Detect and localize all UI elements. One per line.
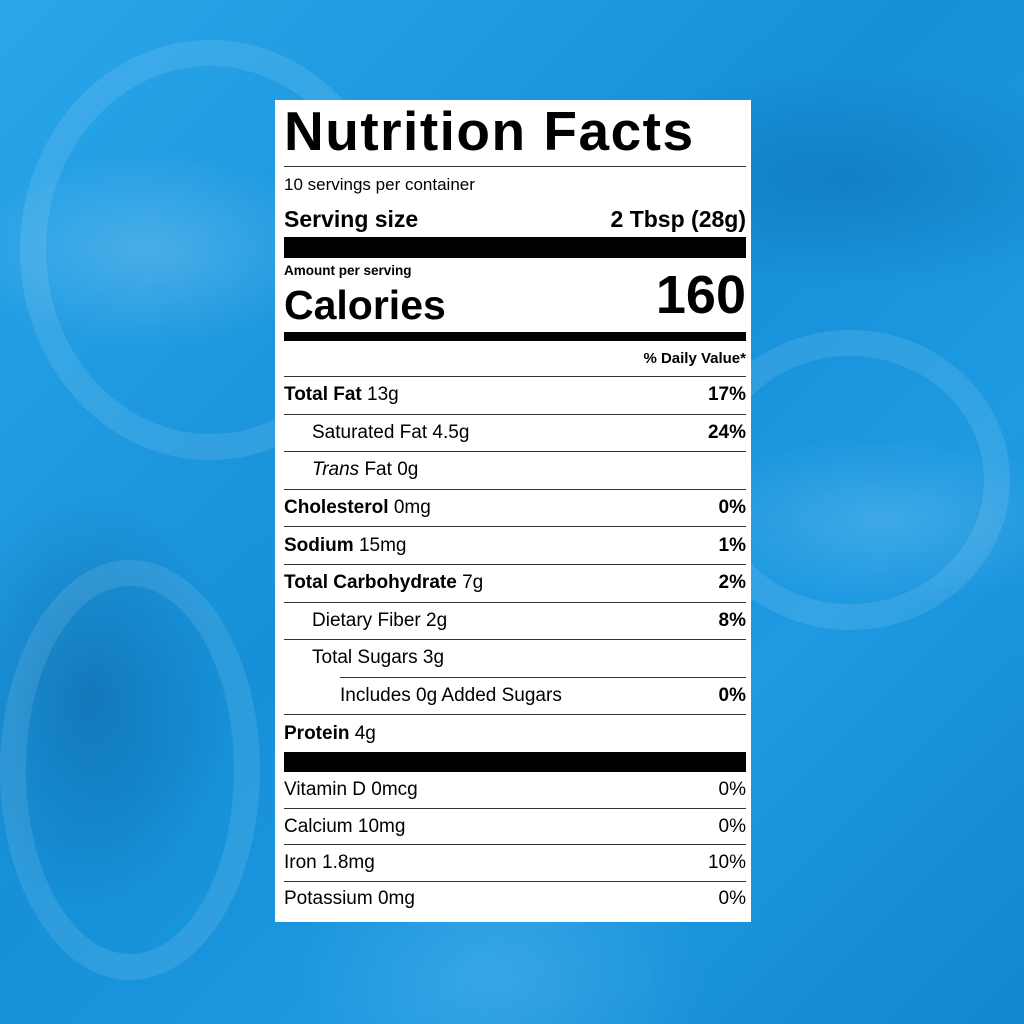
nutrient-amount: 7g xyxy=(462,572,484,594)
nutrient-row-total-fat: Total Fat 13g 17% xyxy=(284,376,746,414)
nutrient-row-cholesterol: Cholesterol 0mg 0% xyxy=(284,488,746,527)
daily-value-header: % Daily Value* xyxy=(643,350,746,367)
calories-row: Calories 160 xyxy=(284,265,746,332)
nutrient-amount: 15mg xyxy=(358,534,407,556)
nutrient-row-dietary-fiber: Dietary Fiber 2g 8% xyxy=(284,601,746,640)
nutrient-dv: 0% xyxy=(718,685,746,707)
vitamin-text: Vitamin D 0mcg xyxy=(284,779,418,801)
vitamin-text: Potassium 0mg xyxy=(284,888,415,910)
nutrient-dv: 17% xyxy=(707,384,746,406)
serving-size-row: Serving size 2 Tbsp (28g) xyxy=(284,201,746,237)
nutrient-name-suffix: Fat xyxy=(364,459,392,481)
nutrient-name: Trans xyxy=(312,459,360,481)
calories-value: 160 xyxy=(655,265,746,325)
nutrient-name: Saturated Fat xyxy=(312,421,428,443)
label-title: Nutrition Facts xyxy=(284,100,695,162)
nutrient-name: Sodium xyxy=(284,534,354,556)
nutrient-row-trans-fat: Trans Fat 0g xyxy=(284,451,746,489)
nutrient-dv: 0% xyxy=(718,497,746,519)
nutrient-amount: 13g xyxy=(367,384,399,406)
vitamin-row-potassium: Potassium 0mg 0% xyxy=(284,880,746,917)
nutrient-row-saturated-fat: Saturated Fat 4.5g 24% xyxy=(284,413,746,452)
nutrient-name: Includes 0g Added Sugars xyxy=(340,685,562,707)
nutrient-name: Protein xyxy=(284,722,350,744)
vitamin-dv: 0% xyxy=(718,888,746,910)
nutrient-row-sodium: Sodium 15mg 1% xyxy=(284,526,746,564)
nutrient-amount: 3g xyxy=(422,647,445,669)
nutrient-amount: 2g xyxy=(426,609,448,631)
nutrient-name: Total Sugars xyxy=(312,647,418,669)
thick-divider xyxy=(284,751,746,772)
thick-divider xyxy=(284,237,746,258)
serving-size-value: 2 Tbsp (28g) xyxy=(610,205,746,232)
nutrient-row-added-sugars: Includes 0g Added Sugars 0% xyxy=(340,676,746,715)
nutrient-dv: 2% xyxy=(718,572,746,594)
nutrient-amount: 4.5g xyxy=(432,421,470,443)
nutrient-row-total-carbohydrate: Total Carbohydrate 7g 2% xyxy=(284,563,746,602)
amount-per-serving: Amount per serving xyxy=(284,263,412,278)
nutrient-name: Cholesterol xyxy=(284,497,389,519)
divider xyxy=(284,166,746,167)
nutrient-name: Dietary Fiber xyxy=(312,609,421,631)
serving-size-label: Serving size xyxy=(284,205,419,232)
vitamin-dv: 0% xyxy=(718,779,746,801)
nutrient-dv: 1% xyxy=(718,534,746,556)
frosting-swirl xyxy=(0,560,260,980)
nutrient-dv: 8% xyxy=(718,609,746,631)
medium-divider xyxy=(284,332,746,341)
nutrition-facts-label: Nutrition Facts 10 servings per containe… xyxy=(275,100,751,922)
nutrient-amount: 4g xyxy=(354,722,376,744)
nutrient-name: Total Fat xyxy=(284,384,362,406)
nutrient-amount: 0mg xyxy=(393,497,431,519)
vitamin-text: Calcium 10mg xyxy=(284,815,406,837)
nutrient-name: Total Carbohydrate xyxy=(284,572,457,594)
vitamin-dv: 10% xyxy=(707,851,746,873)
nutrient-dv: 24% xyxy=(707,421,746,443)
calories-label: Calories xyxy=(284,281,446,328)
vitamin-row-calcium: Calcium 10mg 0% xyxy=(284,808,746,844)
vitamin-row-iron: Iron 1.8mg 10% xyxy=(284,844,746,880)
vitamin-row-vitamin-d: Vitamin D 0mcg 0% xyxy=(284,772,746,808)
servings-per-container: 10 servings per container xyxy=(284,175,475,194)
vitamin-dv: 0% xyxy=(718,815,746,837)
nutrient-row-total-sugars: Total Sugars 3g xyxy=(284,639,746,677)
nutrient-row-protein: Protein 4g xyxy=(284,714,746,752)
nutrient-amount: 0g xyxy=(397,459,419,481)
vitamin-text: Iron 1.8mg xyxy=(284,851,375,873)
